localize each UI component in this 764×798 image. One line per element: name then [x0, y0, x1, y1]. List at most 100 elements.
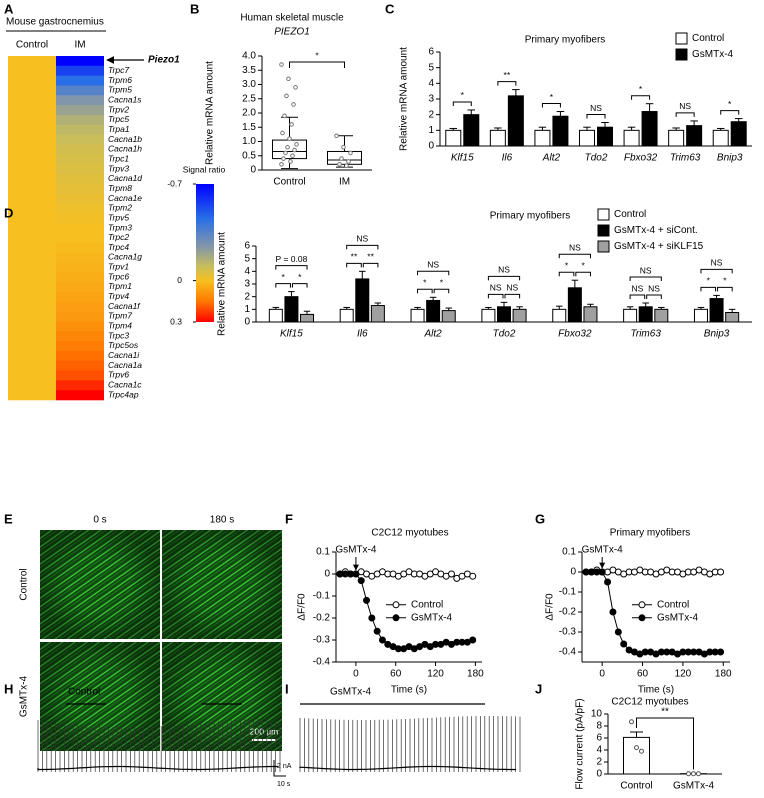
- panel-letter: I: [285, 681, 289, 696]
- colorbar-label: Signal ratio: [183, 164, 226, 174]
- row-label: Trpv6: [108, 370, 129, 380]
- panel-letter: D: [4, 205, 13, 220]
- y-tick-label: 5: [244, 253, 250, 264]
- heat-cell: [56, 173, 104, 185]
- y-tick-label: -0.1: [559, 587, 577, 598]
- x-axis-label: Time (s): [391, 685, 427, 696]
- data-point: [292, 147, 297, 153]
- legend-marker: [638, 614, 646, 622]
- y-tick-label: -0.2: [559, 607, 577, 618]
- y-tick-label: -0.4: [559, 647, 577, 658]
- significance-bracket: [558, 271, 575, 277]
- significance-label: NS: [498, 265, 510, 275]
- heat-cell: [56, 105, 104, 116]
- heat-cell: [8, 75, 56, 86]
- y-axis-label: Relative mRNA amount: [217, 232, 228, 336]
- heat-cell: [8, 311, 56, 322]
- significance-bracket: [362, 262, 379, 268]
- current-spikes: [37, 718, 281, 772]
- significance-label: *: [639, 84, 643, 94]
- bar: [355, 278, 370, 323]
- legend-swatch: [597, 224, 610, 237]
- data-point: [717, 648, 725, 656]
- significance-label: *: [440, 278, 444, 288]
- heat-cell: [8, 183, 56, 194]
- data-point: [339, 156, 344, 161]
- row-label: Trpc5: [108, 114, 129, 124]
- heat-cell: [8, 341, 56, 352]
- data-point: [620, 640, 628, 648]
- bar: [583, 306, 598, 323]
- significance-bracket: [575, 271, 591, 277]
- legend-label: GsMTx-4 + siKLF15: [614, 241, 704, 252]
- data-point: [346, 159, 351, 164]
- legend-swatch: [597, 208, 610, 221]
- bar: [552, 115, 569, 147]
- bar: [481, 308, 496, 323]
- y-tick-label: 6: [596, 733, 602, 744]
- significance-label: *: [723, 276, 727, 286]
- row-label: Trpv2: [108, 104, 129, 114]
- heat-cell: [56, 390, 104, 401]
- significance-bracket: [487, 275, 521, 281]
- row-label: Trpv3: [108, 163, 129, 173]
- x-tick-label: Alt2: [542, 153, 561, 164]
- scale-bar: [273, 760, 286, 777]
- legend-label: GsMTx-4: [411, 612, 453, 623]
- panel-letter: E: [4, 511, 13, 526]
- y-tick-label: -0.3: [559, 627, 577, 638]
- data-point: [291, 102, 296, 107]
- significance-bracket: [636, 717, 694, 770]
- heat-cell: [56, 311, 104, 322]
- y-tick-label: 5: [428, 62, 434, 73]
- significance-label: *: [565, 260, 569, 270]
- legend-swatch: [675, 48, 688, 61]
- row-label: Trpm4: [108, 321, 132, 331]
- heat-cell: [8, 331, 56, 342]
- y-tick-label: 2.0: [242, 108, 256, 119]
- y-tick-label: 2: [244, 291, 250, 302]
- data-point: [282, 113, 287, 119]
- data-point: [639, 748, 644, 754]
- y-axis-label: Relative mRNA amount: [205, 61, 216, 165]
- row-label: Control: [19, 568, 30, 600]
- data-point: [288, 159, 293, 164]
- y-tick-label: 0: [324, 569, 330, 580]
- trace-label: Control: [68, 687, 100, 698]
- row-label: Cacna1b: [108, 134, 142, 144]
- significance-bracket: [646, 294, 662, 299]
- x-tick-label: 120: [427, 669, 444, 680]
- heat-cell: [8, 282, 56, 293]
- significance-label: NS: [640, 265, 652, 275]
- panel-letter: F: [285, 511, 293, 526]
- row-label: Cacna1c: [108, 380, 142, 390]
- bar: [668, 129, 685, 147]
- y-tick-label: 3.0: [242, 79, 256, 90]
- y-tick-label: 4: [428, 78, 434, 89]
- bar: [567, 287, 582, 323]
- data-point: [691, 771, 696, 777]
- legend-label: GsMTx-4: [657, 612, 699, 623]
- significance-label: **: [661, 707, 669, 718]
- row-label: Trpc2: [108, 232, 129, 242]
- bar: [463, 114, 480, 147]
- trace-label: GsMTx-4: [330, 687, 372, 698]
- data-point: [614, 628, 622, 636]
- heat-cell: [8, 213, 56, 224]
- significance-label: NS: [490, 283, 502, 293]
- y-tick-label: 3.5: [242, 65, 256, 76]
- significance-label: *: [707, 276, 711, 286]
- legend-marker: [392, 601, 400, 609]
- data-point: [604, 578, 612, 586]
- y-axis-label: Relative mRNA amount: [399, 47, 410, 151]
- significance-bracket: [675, 112, 695, 117]
- data-point: [696, 771, 701, 777]
- significance-bracket: [541, 103, 561, 108]
- significance-bracket: [346, 244, 379, 250]
- data-point: [341, 144, 346, 150]
- heat-cell: [56, 282, 104, 293]
- baseline: [37, 765, 278, 771]
- heat-cell: [8, 350, 56, 361]
- panel: C Primary myofibers 0 1 2 3 4 5 6 Relative mRNA a…: [385, 1, 752, 164]
- data-point: [717, 568, 725, 576]
